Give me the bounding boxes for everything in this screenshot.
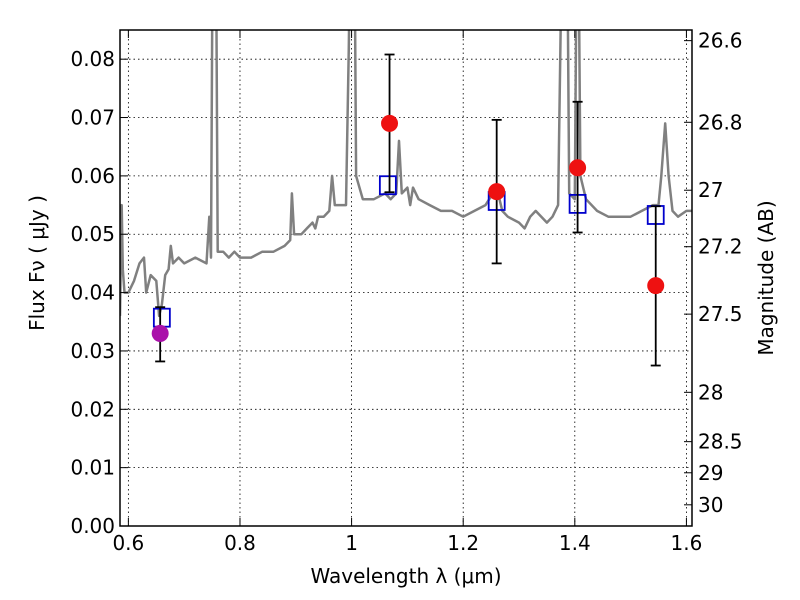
y-tick-label: 0.06 <box>70 164 115 188</box>
y-tick-label: 0.03 <box>70 339 115 363</box>
mag-tick-label: 26.8 <box>698 110 743 134</box>
y-tick-label: 0.00 <box>70 514 115 538</box>
y-tick-label: 0.01 <box>70 456 115 480</box>
y-tick-label: 0.02 <box>70 397 115 421</box>
x-tick-label: 0.6 <box>112 531 144 555</box>
x-tick-label: 1.6 <box>671 531 703 555</box>
mag-tick-label: 27.2 <box>698 235 743 259</box>
mag-tick-label: 27.5 <box>698 302 743 326</box>
markers <box>151 53 665 367</box>
observed-photometry-point <box>569 159 587 177</box>
axes: 0.6 0.8 1 1.2 1.4 1.6 0.00 0.01 0.02 0.03 0.04 0.05… <box>70 29 742 555</box>
x-tick-label: 1.2 <box>447 531 479 555</box>
grid-lines <box>120 30 692 526</box>
model-photometry-square <box>378 175 397 196</box>
y-axis-label: Flux Fν ( μJy ) <box>25 195 49 331</box>
observed-photometry-point <box>381 114 399 132</box>
x-axis-label: Wavelength λ (μm) <box>310 564 501 588</box>
mag-tick-label: 28.5 <box>698 430 743 454</box>
y-tick-label: 0.07 <box>70 106 115 130</box>
spectrum-line <box>120 30 692 318</box>
mag-tick-label: 26.6 <box>698 29 743 53</box>
plot-area <box>120 30 692 318</box>
x-tick-label: 1.4 <box>559 531 591 555</box>
observed-photometry-point <box>488 183 506 201</box>
y-axis-right-label: Magnitude (AB) <box>754 200 778 355</box>
y-tick-label: 0.05 <box>70 222 115 246</box>
y-tick-label: 0.08 <box>70 47 115 71</box>
mag-tick-label: 29 <box>698 461 723 485</box>
observed-photometry-point <box>647 277 665 295</box>
x-tick-label: 0.8 <box>224 531 256 555</box>
observed-photometry-point <box>151 324 169 342</box>
mag-tick-label: 27 <box>698 178 723 202</box>
mag-tick-label: 28 <box>698 380 723 404</box>
plot-frame <box>119 29 693 527</box>
y-tick-label: 0.04 <box>70 281 115 305</box>
mag-tick-label: 30 <box>698 493 723 517</box>
x-tick-label: 1 <box>345 531 358 555</box>
